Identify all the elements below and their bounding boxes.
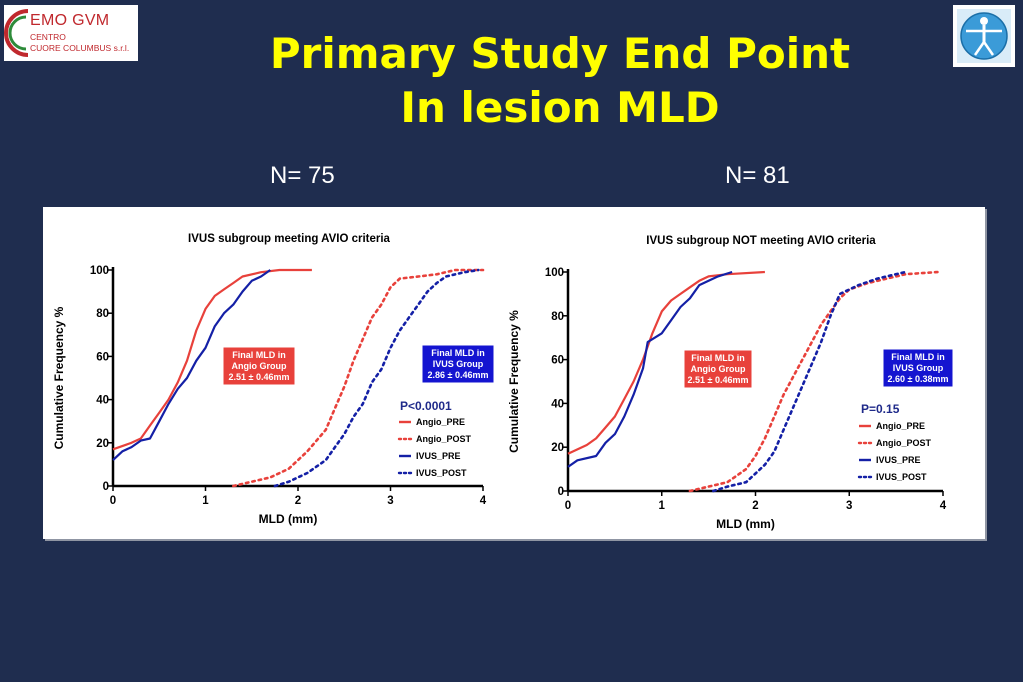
x-tick-label: 2 — [295, 495, 301, 507]
legend-label: Angio_POST — [876, 438, 932, 448]
series-line-ivus-post — [273, 268, 480, 488]
x-tick-label: 1 — [659, 500, 666, 512]
series-line-angio-post — [688, 270, 940, 493]
y-tick-label: 80 — [551, 311, 564, 323]
ivus-final-mld-text: IVUS Group — [893, 363, 944, 373]
y-tick-label: 20 — [96, 438, 109, 450]
logo-arc-icon — [4, 9, 29, 57]
logo-line-3: CUORE COLUMBUS s.r.l. — [30, 43, 130, 53]
legend-label: IVUS_POST — [876, 472, 927, 482]
p-value-label: P<0.0001 — [400, 399, 452, 413]
y-tick-label: 20 — [551, 442, 564, 454]
legend-label: IVUS_PRE — [876, 455, 921, 465]
x-axis-label: MLD (mm) — [259, 512, 318, 526]
legend-label: IVUS_PRE — [416, 451, 461, 461]
series-line-angio-pre — [112, 268, 312, 451]
legend-label: Angio_POST — [416, 434, 472, 444]
angio-final-mld-box — [683, 349, 753, 389]
ivus-final-mld-text: Final MLD in — [891, 352, 945, 362]
x-tick-label: 0 — [565, 500, 571, 512]
x-tick-label: 2 — [752, 500, 758, 512]
slide-title-line-2: In lesion MLD — [400, 83, 720, 132]
x-tick-label: 1 — [202, 495, 209, 507]
y-tick-label: 40 — [96, 395, 109, 407]
x-axis-label: MLD (mm) — [716, 517, 775, 531]
emo-gvm-logo: EMO GVM CENTRO CUORE COLUMBUS s.r.l. — [4, 5, 138, 61]
ivus-final-mld-text: IVUS Group — [433, 359, 484, 369]
ivus-final-mld-box — [421, 344, 495, 384]
x-tick-label: 4 — [480, 495, 487, 507]
legend-label: Angio_PRE — [876, 421, 925, 431]
chart-title: IVUS subgroup meeting AVIO criteria — [188, 233, 391, 245]
x-tick-label: 4 — [940, 500, 947, 512]
y-tick-label: 40 — [551, 398, 564, 410]
series-line-angio-pre — [567, 270, 765, 455]
y-tick-label: 0 — [558, 486, 564, 498]
chart-title: IVUS subgroup NOT meeting AVIO criteria — [646, 235, 876, 247]
legend-label: IVUS_POST — [416, 468, 467, 478]
y-tick-label: 60 — [96, 351, 109, 363]
legend-label: Angio_PRE — [416, 417, 465, 427]
x-tick-label: 3 — [387, 495, 393, 507]
angio-final-mld-text: Final MLD in — [232, 350, 286, 360]
x-tick-label: 0 — [110, 495, 116, 507]
series-line-ivus-pre — [112, 269, 271, 461]
ivus-final-mld-text: 2.86 ± 0.46mm — [428, 370, 489, 380]
angio-final-mld-text: Angio Group — [691, 364, 746, 374]
p-value-label: P=0.15 — [861, 402, 900, 416]
y-tick-label: 60 — [551, 355, 564, 367]
angio-final-mld-text: Final MLD in — [691, 353, 745, 363]
angio-final-mld-text: 2.51 ± 0.46mm — [229, 372, 290, 382]
series-line-angio-post — [232, 268, 485, 488]
n-count-right: N= 81 — [725, 162, 790, 189]
logo-line-1: EMO GVM — [30, 12, 110, 29]
angio-final-mld-text: 2.51 ± 0.46mm — [688, 375, 749, 385]
ivus-final-mld-box — [882, 348, 954, 388]
slide-title-line-1: Primary Study End Point — [269, 29, 851, 78]
series-line-ivus-post — [711, 270, 907, 493]
y-axis-label: Cumulative Frequency % — [507, 310, 521, 453]
ivus-final-mld-text: Final MLD in — [431, 348, 485, 358]
ivus-final-mld-text: 2.60 ± 0.38mm — [888, 374, 949, 384]
y-tick-label: 100 — [90, 265, 109, 277]
series-line-ivus-pre — [567, 270, 733, 468]
y-tick-label: 0 — [103, 481, 109, 493]
y-axis-label: Cumulative Frequency % — [52, 306, 66, 449]
x-tick-label: 3 — [846, 500, 852, 512]
charts-svg: IVUS subgroup meeting AVIO criteria02040… — [52, 233, 954, 531]
charts-panel: IVUS subgroup meeting AVIO criteria 0 20 40… — [43, 207, 985, 539]
y-tick-label: 100 — [545, 267, 564, 279]
logo-line-2: CENTRO — [30, 32, 66, 42]
n-count-left: N= 75 — [270, 162, 335, 189]
vitruvian-man-icon — [957, 9, 1011, 63]
angio-final-mld-text: Angio Group — [232, 361, 287, 371]
angio-final-mld-box — [222, 346, 296, 386]
y-tick-label: 80 — [96, 308, 109, 320]
vitruvian-logo — [953, 5, 1015, 67]
